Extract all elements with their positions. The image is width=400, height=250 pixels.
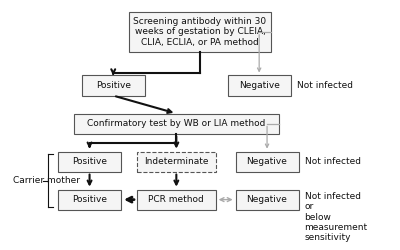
FancyBboxPatch shape [137, 190, 216, 210]
Text: Positive: Positive [96, 81, 131, 90]
FancyBboxPatch shape [228, 76, 291, 96]
Text: PCR method: PCR method [148, 195, 204, 204]
FancyBboxPatch shape [58, 190, 121, 210]
FancyBboxPatch shape [74, 114, 279, 134]
Text: Not infected: Not infected [304, 157, 360, 166]
Text: Screening antibody within 30
weeks of gestation by CLEIA,
CLIA, ECLIA, or PA met: Screening antibody within 30 weeks of ge… [134, 17, 266, 47]
Text: Indeterminate: Indeterminate [144, 157, 208, 166]
FancyBboxPatch shape [129, 12, 271, 52]
FancyBboxPatch shape [137, 152, 216, 172]
Text: Not infected: Not infected [297, 81, 353, 90]
FancyBboxPatch shape [236, 190, 299, 210]
Text: Negative: Negative [247, 195, 288, 204]
FancyBboxPatch shape [58, 152, 121, 172]
Text: Positive: Positive [72, 195, 107, 204]
FancyBboxPatch shape [236, 152, 299, 172]
Text: Confirmatory test by WB or LIA method: Confirmatory test by WB or LIA method [87, 119, 266, 128]
Text: Negative: Negative [239, 81, 280, 90]
Text: Positive: Positive [72, 157, 107, 166]
Text: Negative: Negative [247, 157, 288, 166]
Text: Not infected
or
below
measurement
sensitivity: Not infected or below measurement sensit… [304, 192, 368, 242]
FancyBboxPatch shape [82, 76, 145, 96]
Text: Carrier mother: Carrier mother [13, 176, 80, 185]
